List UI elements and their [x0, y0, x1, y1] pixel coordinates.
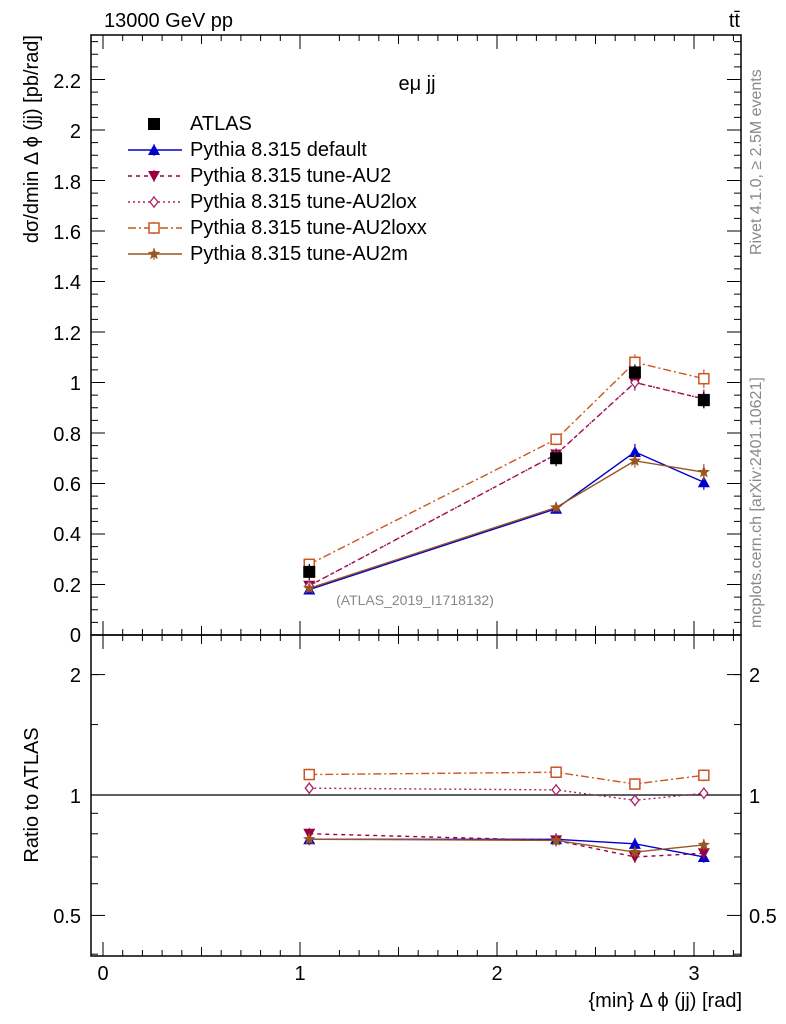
ratio-ytick-label: 2 — [70, 665, 81, 687]
legend: ATLAS Pythia 8.315 default Pythia 8.315 … — [190, 113, 427, 265]
ratio-line-pythia-8-315-default — [309, 838, 704, 858]
ratio-line-pythia-8-315-tune-au2 — [309, 833, 704, 858]
data-point-pythia-8-315-default — [697, 476, 710, 488]
ratio-y-ticks: 0.5 1 2 0.5 1 2 — [53, 665, 777, 928]
data-point-atlas — [550, 452, 563, 465]
ratio-point-pythia-8-315-default — [628, 837, 641, 849]
main-ytick-label: 2 — [70, 121, 81, 143]
main-ytick-label: 0.6 — [53, 474, 81, 496]
ratio-ytick-label-right: 0.5 — [749, 906, 777, 928]
series-line-pythia-8-315-tune-au2lox — [308, 381, 705, 587]
ratio-point-pythia-8-315-tune-au2 — [697, 848, 710, 860]
xtick-label: 2 — [491, 963, 502, 985]
legend-label-au2: Pythia 8.315 tune-AU2 — [190, 165, 391, 187]
ratio-point-pythia-8-315-tune-au2loxx — [550, 766, 562, 778]
legend-marker-atlas — [148, 118, 160, 130]
ratio-ytick-label: 0.5 — [53, 906, 81, 928]
data-point-pythia-8-315-tune-au2m — [697, 465, 710, 478]
legend-marker-pythia-8-315-tune-au2loxx — [148, 222, 160, 234]
ratio-point-pythia-8-315-tune-au2loxx — [303, 768, 316, 781]
ratio-point-pythia-8-315-tune-au2lox — [699, 787, 709, 800]
rivet-label: Rivet 4.1.0, ≥ 2.5M events — [748, 69, 765, 255]
legend-label-au2loxx: Pythia 8.315 tune-AU2loxx — [190, 217, 427, 239]
xtick-label: 0 — [97, 963, 108, 985]
data-point-atlas — [628, 366, 641, 379]
ratio-point-pythia-8-315-tune-au2m — [628, 845, 642, 858]
main-ytick-label: 2.2 — [53, 71, 81, 93]
data-point-pythia-8-315-default — [628, 445, 641, 457]
ratio-point-pythia-8-315-tune-au2lox — [630, 794, 640, 807]
data-point-pythia-8-315-tune-au2loxx — [550, 433, 562, 446]
ratio-point-pythia-8-315-tune-au2lox — [551, 783, 561, 796]
ratio-ytick-label: 1 — [70, 786, 81, 808]
ratio-ytick-label-right: 2 — [749, 665, 760, 687]
main-ytick-label: 1.8 — [53, 172, 81, 194]
legend-marker-pythia-8-315-tune-au2 — [148, 171, 160, 182]
xtick-label: 1 — [294, 963, 305, 985]
series-line-pythia-8-315-tune-au2loxx — [308, 361, 705, 565]
xtick-label: 3 — [688, 963, 699, 985]
legend-label-au2m: Pythia 8.315 tune-AU2m — [190, 243, 408, 265]
legend-label-default: Pythia 8.315 default — [190, 139, 367, 161]
chart-marks — [91, 35, 741, 956]
main-ytick-label: 0.8 — [53, 424, 81, 446]
header-right: tt̄ — [729, 10, 741, 32]
x-ticks: 0 1 2 3 — [97, 963, 699, 985]
header-left: 13000 GeV pp — [104, 10, 233, 32]
main-ytick-label: 1 — [70, 373, 81, 395]
legend-label-atlas: ATLAS — [190, 113, 252, 135]
data-point-pythia-8-315-tune-au2m — [303, 581, 316, 594]
main-plot-frame — [90, 34, 742, 636]
ratio-point-pythia-8-315-tune-au2lox — [304, 782, 315, 795]
analysis-watermark: (ATLAS_2019_I1718132) — [336, 592, 494, 608]
data-point-pythia-8-315-tune-au2m — [628, 454, 642, 466]
ratio-line-pythia-8-315-tune-au2m — [309, 838, 704, 853]
data-point-pythia-8-315-tune-au2loxx — [698, 372, 710, 385]
series-line-pythia-8-315-tune-au2m — [309, 460, 704, 589]
main-y-ticks: 0 0.2 0.4 0.6 0.8 1 1.2 1.4 1.6 1.8 2 2.… — [53, 71, 81, 647]
ratio-point-pythia-8-315-tune-au2loxx — [698, 769, 710, 782]
legend-marker-pythia-8-315-default — [148, 144, 160, 155]
ratio-line-pythia-8-315-tune-au2loxx — [309, 771, 704, 785]
main-ytick-label: 1.2 — [53, 323, 81, 345]
mcplots-label: mcplots.cern.ch [arXiv:2401.10621] — [748, 377, 765, 628]
main-ytick-label: 1.6 — [53, 222, 81, 244]
data-point-atlas — [303, 565, 316, 578]
legend-marker-pythia-8-315-tune-au2m — [147, 247, 161, 260]
channel-label: eμ jj — [398, 73, 435, 95]
data-point-pythia-8-315-tune-au2lox — [630, 376, 640, 389]
main-ytick-label: 1.4 — [53, 272, 81, 294]
main-ytick-label: 0.2 — [53, 575, 81, 597]
ratio-point-pythia-8-315-tune-au2m — [697, 838, 710, 851]
data-point-atlas — [697, 394, 710, 407]
legend-label-au2lox: Pythia 8.315 tune-AU2lox — [190, 191, 417, 213]
legend-marker-pythia-8-315-tune-au2lox — [149, 195, 159, 209]
ratio-point-pythia-8-315-tune-au2m — [303, 832, 316, 845]
ratio-ylabel: Ratio to ATLAS — [21, 727, 43, 862]
main-ylabel: dσ/dmin Δ ϕ (jj) [pb/rad] — [21, 35, 43, 243]
ratio-point-pythia-8-315-tune-au2m — [549, 833, 563, 846]
ratio-line-pythia-8-315-tune-au2lox — [309, 787, 704, 801]
x-axis-label: {min} Δ ϕ (jj) [rad] — [589, 990, 743, 1012]
ratio-ytick-label-right: 1 — [749, 786, 760, 808]
ratio-point-pythia-8-315-tune-au2loxx — [629, 778, 641, 790]
main-ytick-label: 0 — [70, 625, 81, 647]
series-line-pythia-8-315-tune-au2 — [308, 381, 705, 587]
main-ytick-label: 0.4 — [53, 524, 81, 546]
data-point-pythia-8-315-tune-au2m — [549, 501, 563, 513]
